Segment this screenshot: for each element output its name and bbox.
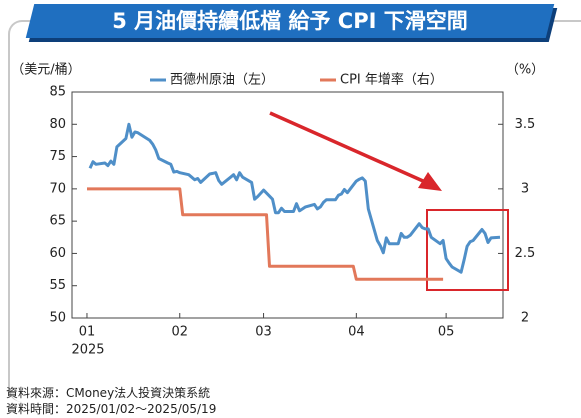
annotation-box [426,209,509,291]
line [87,187,444,281]
plot-frame [71,91,504,319]
y-tick-label: 50 [49,311,66,326]
y-tick-label: 60 [49,246,66,261]
x-year-label: 2025 [71,343,104,358]
y2-tick-label: 3 [521,181,529,196]
y-tick-label: 80 [49,117,66,132]
annotation-arrowhead [418,172,442,191]
y-tick-label: 55 [49,278,66,293]
x-tick-label: 02 [171,325,188,340]
y-tick-label: 75 [49,149,66,164]
x-tick-label: 04 [348,325,365,340]
annotation-arrow [269,111,433,187]
legend-label: CPI 年增率（右） [340,72,443,88]
y2-tick-label: 3.5 [515,117,536,132]
source-note: 資料來源：CMoney法人投資決策系統 [6,386,211,400]
y2-tick-label: 2 [521,311,529,326]
x-tick-label: 03 [255,325,272,340]
y-tick-label: 65 [49,214,66,229]
legend-label: 西德州原油（左） [170,73,274,88]
chart-title: 5 月油價持續低檔 給予 CPI 下滑空間 [112,9,468,33]
line [88,122,501,274]
y2-tick-label: 2.5 [515,246,536,261]
y-axis-label: （美元/桶） [11,63,80,78]
x-tick-label: 05 [438,325,455,340]
period-note: 資料時間：2025/01/02～2025/05/19 [6,402,217,416]
y-tick-label: 70 [49,181,66,196]
y-tick-label: 85 [49,85,66,100]
y2-axis-label: （%） [506,63,544,78]
x-tick-label: 01 [79,325,96,340]
